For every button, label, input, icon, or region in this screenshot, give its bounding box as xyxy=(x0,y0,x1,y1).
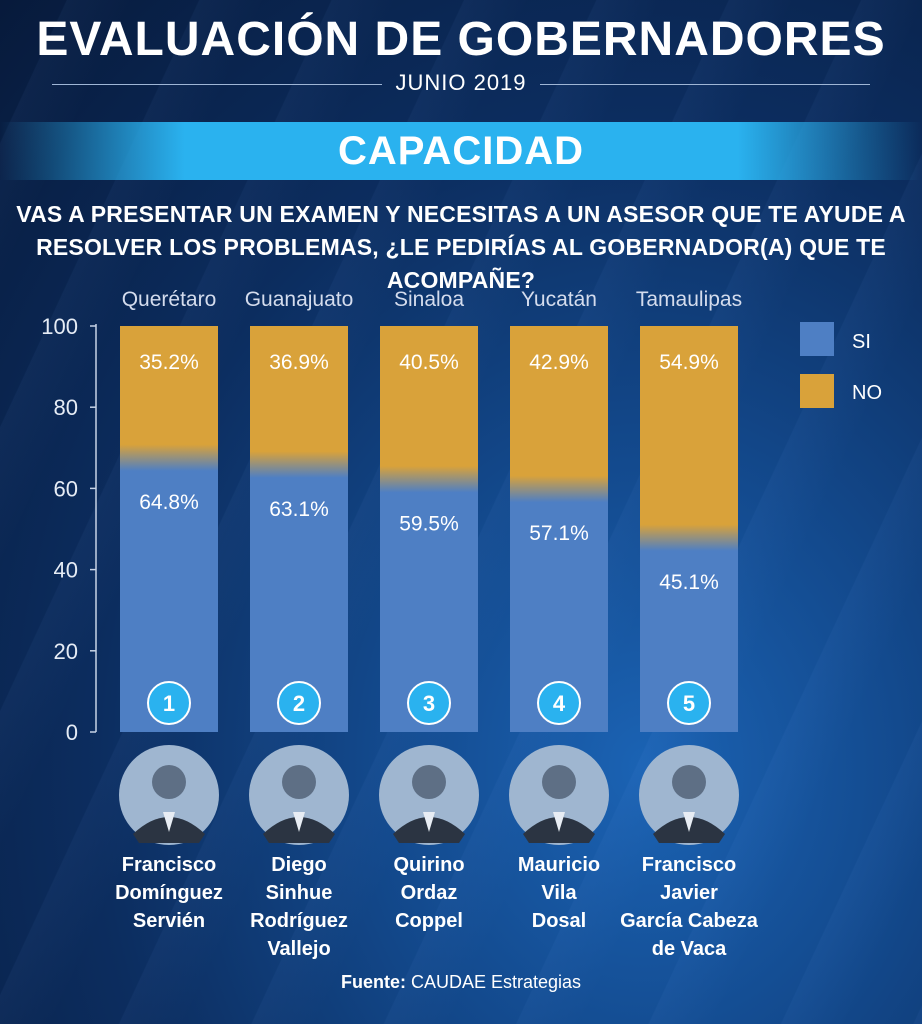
governor-name-line: Rodríguez xyxy=(250,910,348,932)
category-label: Yucatán xyxy=(521,288,597,311)
data-label-no: 40.5% xyxy=(399,351,459,374)
rank-number: 4 xyxy=(553,691,566,716)
subtitle-divider-left xyxy=(52,84,382,85)
data-label-si: 63.1% xyxy=(269,498,329,521)
y-tick-label: 100 xyxy=(41,314,78,339)
data-label-no: 36.9% xyxy=(269,351,329,374)
legend-swatch-si xyxy=(800,322,834,356)
governor-name-line: Dosal xyxy=(531,910,587,932)
rank-number: 2 xyxy=(293,691,305,716)
governor-name-line: Vallejo xyxy=(267,938,331,960)
bar-no xyxy=(640,326,738,732)
source-text: CAUDAE Estrategias xyxy=(410,972,582,992)
source-label: Fuente: xyxy=(340,972,406,992)
category-label: Guanajuato xyxy=(245,288,354,311)
y-tick-label: 40 xyxy=(54,558,78,583)
bar-no xyxy=(120,326,218,732)
rank-number: 3 xyxy=(423,691,435,716)
subtitle-divider-right xyxy=(540,84,870,85)
section-banner xyxy=(0,122,922,180)
governor-name: Francisco Javier García Cabeza de Vaca xyxy=(614,851,764,963)
governor-name-line: Domínguez xyxy=(115,882,223,904)
data-label-si: 64.8% xyxy=(139,491,199,514)
governor-name-line: Quirino xyxy=(393,854,465,876)
portrait-shirt xyxy=(293,812,305,832)
rank-number: 1 xyxy=(163,691,175,716)
legend-swatch-no xyxy=(800,374,834,408)
governor-name-line: Mauricio xyxy=(517,854,601,876)
rank-badge xyxy=(407,681,451,725)
portrait-head xyxy=(412,765,446,799)
portrait-head xyxy=(152,765,186,799)
portrait-shirt xyxy=(163,812,175,832)
governor-name-line: de Vaca xyxy=(651,938,727,960)
page-title: EVALUACIÓN DE GOBERNADORES xyxy=(36,13,886,66)
rank-badge xyxy=(277,681,321,725)
governor-name-line: Coppel xyxy=(395,910,463,932)
data-label-no: 35.2% xyxy=(139,351,199,374)
bar-no xyxy=(250,326,348,732)
rank-number: 5 xyxy=(683,691,695,716)
portrait-head xyxy=(282,765,316,799)
governor-name-line: Diego xyxy=(271,854,327,876)
y-tick-label: 0 xyxy=(66,720,78,745)
data-label-si: 45.1% xyxy=(659,571,719,594)
portrait-head xyxy=(672,765,706,799)
portrait-shirt xyxy=(683,812,695,832)
category-label: Sinaloa xyxy=(394,288,464,311)
page-subtitle: JUNIO 2019 xyxy=(395,70,527,95)
governor-name-line: Ordaz xyxy=(400,882,458,904)
governor-name: Mauricio Vila Dosal xyxy=(484,851,634,935)
governor-name-line: Servién xyxy=(132,910,206,932)
data-label-no: 54.9% xyxy=(659,351,719,374)
governor-name: Francisco Domínguez Servién xyxy=(94,851,244,935)
bar-no xyxy=(380,326,478,732)
portrait-shirt xyxy=(423,812,435,832)
rank-badge xyxy=(147,681,191,725)
governor-name-line: Francisco xyxy=(121,854,217,876)
rank-badge xyxy=(667,681,711,725)
rank-badge xyxy=(537,681,581,725)
data-label-si: 59.5% xyxy=(399,512,459,535)
governor-name: Quirino Ordaz Coppel xyxy=(354,851,504,935)
y-tick-label: 20 xyxy=(54,639,78,664)
bar-no xyxy=(510,326,608,732)
survey-question: VAS A PRESENTAR UN EXAMEN Y NECESITAS A … xyxy=(16,201,906,293)
governor-name-line: Vila xyxy=(541,882,577,904)
portrait-shirt xyxy=(553,812,565,832)
governor-name: Diego Sinhue Rodríguez Vallejo xyxy=(224,851,374,963)
legend-label-si: SI xyxy=(852,331,871,353)
data-label-si: 57.1% xyxy=(529,522,589,545)
category-label: Querétaro xyxy=(122,288,217,311)
category-label: Tamaulipas xyxy=(636,288,742,311)
governor-name-line: Francisco xyxy=(641,854,737,876)
data-label-no: 42.9% xyxy=(529,351,589,374)
legend-label-no: NO xyxy=(852,382,882,404)
section-title: CAPACIDAD xyxy=(337,129,585,173)
governor-name-line: Javier xyxy=(660,882,718,904)
governor-name-line: García Cabeza xyxy=(620,910,758,932)
governor-name-line: Sinhue xyxy=(265,882,333,904)
portrait-head xyxy=(542,765,576,799)
y-tick-label: 80 xyxy=(54,395,78,420)
source-note: Fuente: CAUDAE Estrategias xyxy=(0,972,922,993)
y-tick-label: 60 xyxy=(54,476,78,501)
